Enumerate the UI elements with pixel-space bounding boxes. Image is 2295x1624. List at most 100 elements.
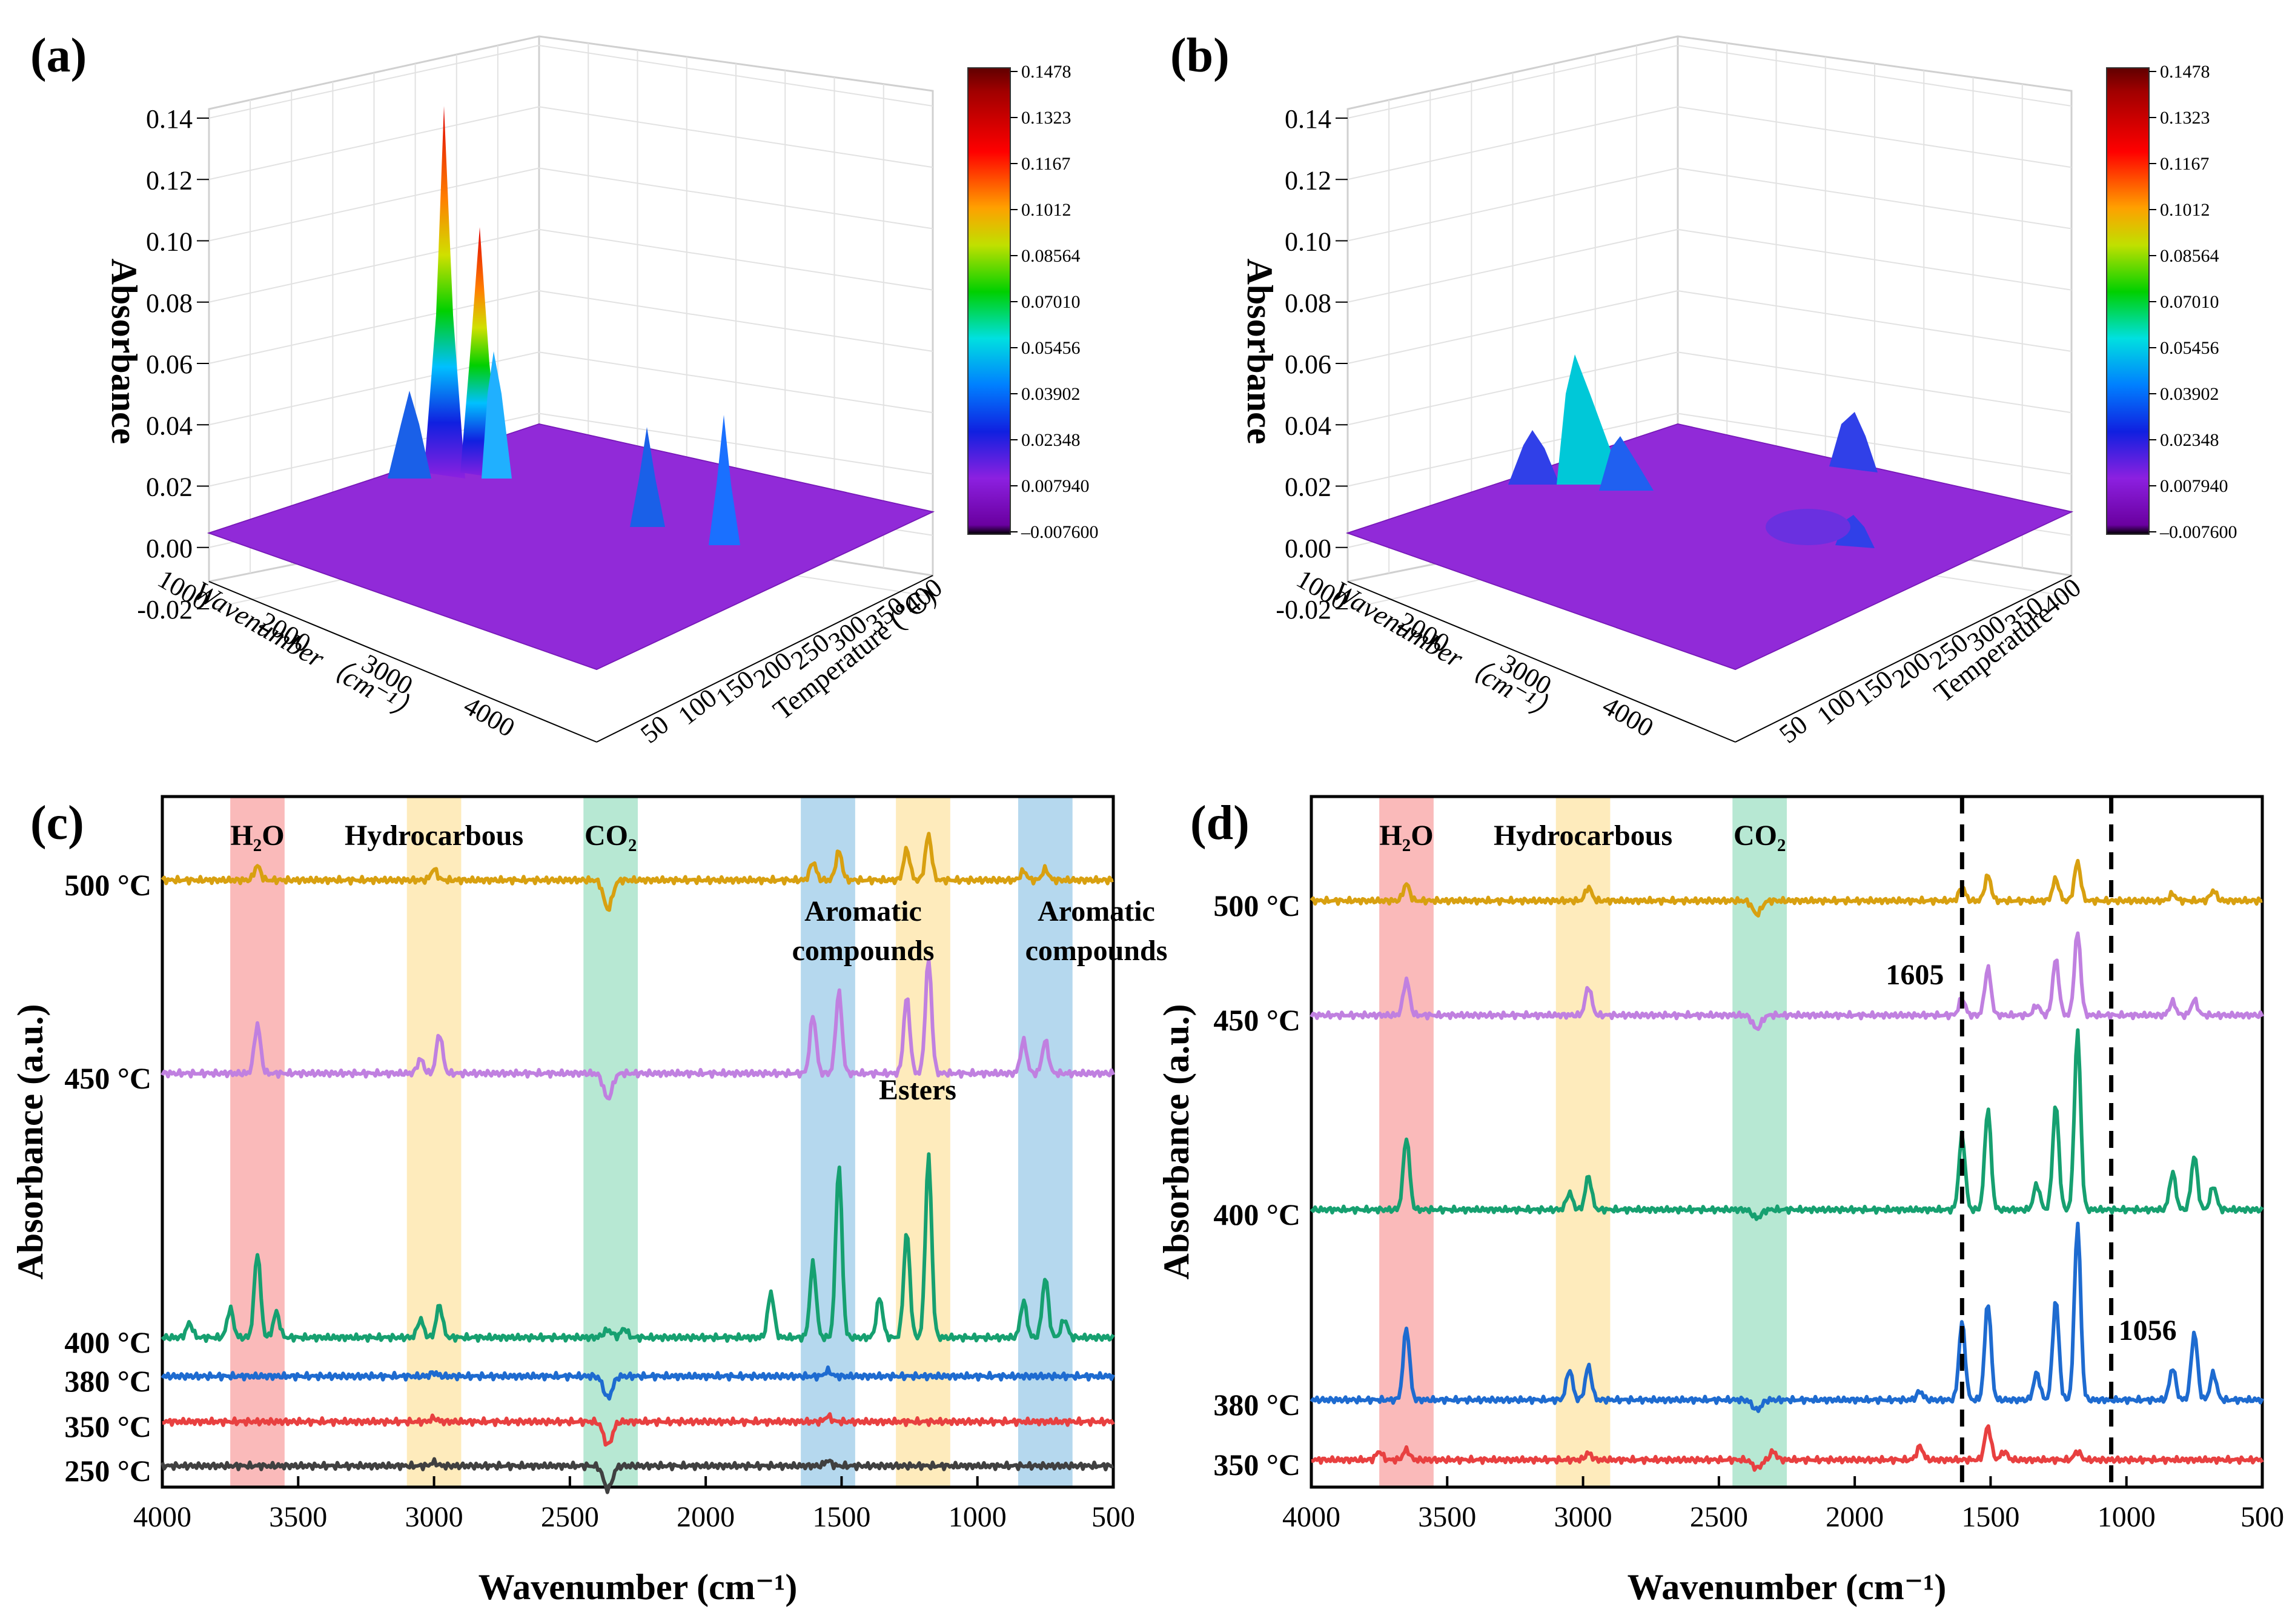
series-line-450 bbox=[161, 958, 1115, 1101]
series-line-350 bbox=[1311, 1424, 2264, 1472]
x-tick-label: 4000 bbox=[1282, 1501, 1340, 1533]
panel-b-z-ticks: -0.02 0.00 0.02 0.04 0.06 0.08 0.10 0.12 0.14 bbox=[1276, 104, 1348, 625]
wavenumber-tick-label: 4000 bbox=[1597, 691, 1658, 743]
panel-d-frame bbox=[1310, 795, 2264, 1489]
peak-1180 bbox=[709, 415, 740, 545]
annotation-compounds: compounds bbox=[792, 935, 935, 967]
z-tick-label: 0.08 bbox=[146, 288, 193, 318]
grid-line bbox=[538, 290, 933, 352]
peak-broad bbox=[1766, 509, 1850, 545]
panel-a-surface-shade bbox=[209, 424, 933, 669]
series-line-250 bbox=[161, 1457, 1114, 1494]
z-tick-label: 0.00 bbox=[1285, 534, 1331, 563]
z-tick-label: 0.02 bbox=[1285, 472, 1331, 502]
panel-d-temperature-labels: 500 °C 450 °C 400 °C 380 °C 350 °C bbox=[1213, 889, 1300, 1482]
z-tick-label: 0.08 bbox=[1285, 288, 1331, 318]
colorbar-tick-label: 0.08564 bbox=[1021, 246, 1081, 266]
grid-line bbox=[1347, 228, 1678, 303]
annotation-aromatic: Aromatic bbox=[804, 895, 922, 927]
grid-line bbox=[538, 45, 933, 107]
series-label-250: 250 °C bbox=[64, 1454, 151, 1488]
panel-a-3d-plot: -0.02 0.00 0.02 0.04 0.06 0.08 0.10 0.12 0.14 Ab… bbox=[104, 35, 1099, 749]
series-line-400 bbox=[161, 1152, 1115, 1343]
peak-3050 bbox=[482, 351, 512, 479]
colorbar-tick-label: 0.07010 bbox=[1021, 292, 1081, 312]
x-tick-label: 3500 bbox=[269, 1501, 327, 1533]
grid-line bbox=[1347, 45, 1678, 119]
grid-line bbox=[1677, 167, 2072, 230]
panel-c-xlabel: Wavenumber (cm⁻¹) bbox=[479, 1567, 798, 1607]
colorbar-tick-label: 0.007940 bbox=[2160, 476, 2228, 496]
panel-b-zlabel: Absorbance bbox=[1240, 259, 1280, 445]
series-label-500: 500 °C bbox=[1213, 889, 1300, 923]
grid-line bbox=[1677, 351, 2072, 414]
grid-line bbox=[1347, 167, 1678, 242]
panel-a-zlabel: Absorbance bbox=[104, 259, 144, 445]
grid-line bbox=[1677, 290, 2072, 352]
temperature-tick-label: 50 bbox=[635, 709, 674, 749]
series-label-380: 380 °C bbox=[1213, 1388, 1300, 1422]
grid-line bbox=[208, 167, 540, 242]
x-tick-label: 2000 bbox=[677, 1501, 735, 1533]
panel-b-colorbar-ticks: 0.1478 0.1323 0.1167 0.1012 0.08564 0.07010 0.… bbox=[2149, 62, 2237, 542]
colorbar-tick-label: 0.1478 bbox=[1021, 62, 1071, 82]
temperature-tick-label: 50 bbox=[1773, 709, 1813, 749]
series-line-450 bbox=[1310, 931, 2264, 1032]
z-tick-label: 0.10 bbox=[1285, 227, 1331, 257]
panel-c-ylabel: Absorbance (a.u.) bbox=[10, 1004, 50, 1279]
x-tick-label: 3500 bbox=[1418, 1501, 1476, 1533]
grid-line bbox=[1677, 413, 2072, 475]
series-line-380 bbox=[1310, 1221, 2264, 1413]
annotation-esters: Esters bbox=[879, 1074, 956, 1106]
peak-3650 bbox=[388, 391, 431, 479]
z-tick-label: 0.12 bbox=[1285, 165, 1331, 195]
x-tick-label: 1500 bbox=[1961, 1501, 2019, 1533]
colorbar-tick-label: 0.02348 bbox=[1021, 430, 1081, 450]
panel-label-d: (d) bbox=[1190, 797, 1250, 850]
grid-line bbox=[1677, 106, 2072, 168]
series-label-500: 500 °C bbox=[64, 868, 151, 902]
series-label-400: 400 °C bbox=[64, 1325, 151, 1359]
reference-label-1605: 1605 bbox=[1886, 959, 1944, 991]
band-label: H₂O bbox=[1379, 820, 1433, 852]
colorbar-tick-label: 0.1323 bbox=[1021, 108, 1071, 128]
panel-d-reference-lines: 1605 1056 bbox=[1886, 797, 2177, 1487]
series-line-380 bbox=[161, 1365, 1115, 1401]
panel-c-band-labels: H₂O Hydrocarbous CO₂ bbox=[230, 820, 637, 852]
x-tick-label: 4000 bbox=[133, 1501, 191, 1533]
z-tick-label: -0.02 bbox=[1276, 595, 1331, 625]
panel-c-annotations: Aromatic compounds Aromatic compounds Esters bbox=[792, 895, 1168, 1106]
panel-d-series bbox=[1310, 858, 2264, 1472]
band-label: CO₂ bbox=[1734, 820, 1786, 852]
colorbar-tick-label: 0.02348 bbox=[2160, 430, 2219, 450]
z-tick-label: 0.04 bbox=[146, 411, 193, 440]
panel-b-xlabel: Wavenumber（cm⁻¹） bbox=[1328, 575, 1565, 729]
panel-a-xlabel: Wavenumber（cm⁻¹） bbox=[189, 575, 426, 729]
panel-d-line-plot: 1605 1056 4000 3500 3000 2500 2000 1500 1000 500… bbox=[1156, 795, 2284, 1607]
colorbar-tick-label: 0.05456 bbox=[2160, 338, 2219, 358]
panel-a-peaks bbox=[388, 106, 740, 545]
series-label-400: 400 °C bbox=[1213, 1198, 1300, 1231]
x-tick-label: 3000 bbox=[405, 1501, 463, 1533]
x-tick-label: 2500 bbox=[541, 1501, 599, 1533]
colorbar-tick-label: 0.1012 bbox=[2160, 200, 2210, 220]
x-tick-label: 500 bbox=[2240, 1501, 2284, 1533]
x-tick-label: 2000 bbox=[1826, 1501, 1884, 1533]
grid-line bbox=[538, 413, 933, 475]
band-ho bbox=[230, 797, 285, 1487]
band-hydrocarbous bbox=[1555, 797, 1611, 1487]
grid-line bbox=[1347, 290, 1678, 364]
panel-a-colorbar bbox=[967, 67, 1011, 535]
panel-b-surface-shade bbox=[1348, 424, 2071, 669]
x-tick-label: 2500 bbox=[1690, 1501, 1748, 1533]
panel-b-peaks bbox=[1508, 354, 1878, 548]
wavenumber-axis-line bbox=[1347, 581, 1736, 743]
colorbar-tick-label: 0.1167 bbox=[1021, 154, 1070, 174]
series-line-500 bbox=[161, 832, 1114, 912]
peak-3650 bbox=[1508, 430, 1560, 485]
panel-c-line-plot: 4000 3500 3000 2500 2000 1500 1000 500 500 °C 45… bbox=[10, 795, 1168, 1607]
colorbar-tick-label: 0.1167 bbox=[2160, 154, 2209, 174]
peak-1510 bbox=[630, 427, 665, 527]
panel-d-ylabel: Absorbance (a.u.) bbox=[1156, 1004, 1196, 1279]
